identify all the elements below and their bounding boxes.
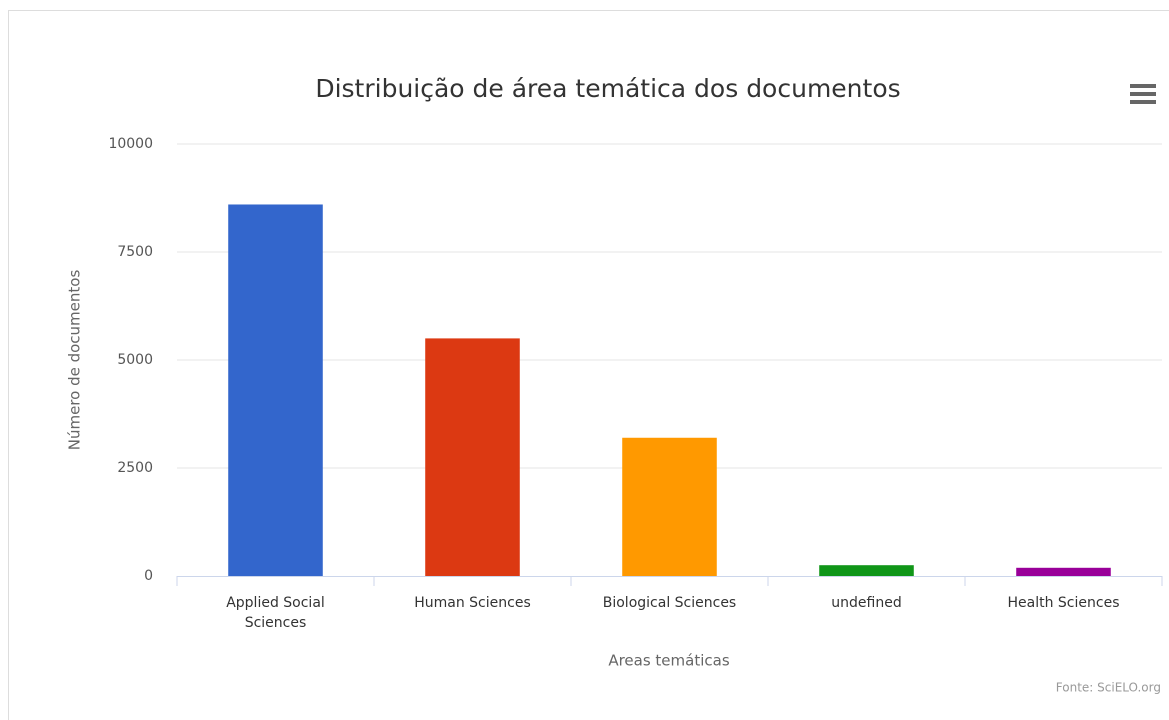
y-tick-label: 2500: [117, 460, 153, 476]
chart-frame: [8, 10, 1169, 720]
chart-title: Distribuição de área temática dos docume…: [315, 74, 900, 103]
x-tick-label: Health Sciences: [1008, 595, 1120, 611]
x-tick-label: Biological Sciences: [603, 595, 736, 611]
menu-button[interactable]: [1130, 84, 1156, 104]
bar: [622, 437, 717, 576]
credits: Fonte: SciELO.org: [1056, 681, 1161, 695]
y-axis-title: Número de documentos: [66, 270, 84, 451]
x-axis-title: Areas temáticas: [608, 652, 730, 670]
menu-bar: [1130, 100, 1156, 104]
x-tick-label: undefined: [831, 595, 901, 611]
y-tick-label: 0: [144, 568, 153, 584]
bar: [819, 565, 914, 576]
menu-bar: [1130, 84, 1156, 88]
bar: [228, 204, 323, 577]
y-tick-label: 7500: [117, 244, 153, 260]
bar: [1016, 567, 1111, 576]
menu-bar: [1130, 92, 1156, 96]
y-tick-label: 10000: [108, 136, 153, 152]
bar: [425, 338, 520, 576]
x-tick-label: Applied Social Sciences: [226, 595, 325, 631]
y-tick-label: 5000: [117, 352, 153, 368]
x-tick-label: Human Sciences: [414, 595, 531, 611]
